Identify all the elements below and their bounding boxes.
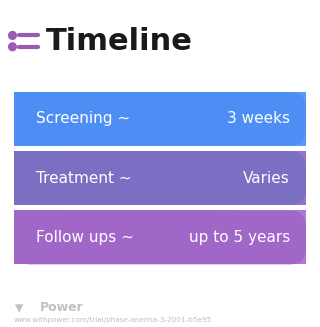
Text: Varies: Varies bbox=[243, 171, 290, 186]
Circle shape bbox=[9, 31, 16, 39]
FancyBboxPatch shape bbox=[14, 92, 306, 146]
Text: Power: Power bbox=[39, 301, 83, 314]
FancyBboxPatch shape bbox=[14, 151, 306, 205]
Circle shape bbox=[9, 43, 16, 51]
Text: 3 weeks: 3 weeks bbox=[227, 112, 290, 127]
Text: www.withpower.com/trial/phase-anemia-3-2001-b5e95: www.withpower.com/trial/phase-anemia-3-2… bbox=[14, 317, 212, 323]
Text: Follow ups ~: Follow ups ~ bbox=[36, 230, 134, 245]
Text: ▾: ▾ bbox=[15, 299, 23, 317]
Text: Screening ~: Screening ~ bbox=[36, 112, 131, 127]
FancyBboxPatch shape bbox=[14, 211, 306, 264]
Text: up to 5 years: up to 5 years bbox=[189, 230, 290, 245]
Text: Timeline: Timeline bbox=[46, 27, 193, 56]
Text: Treatment ~: Treatment ~ bbox=[36, 171, 132, 186]
